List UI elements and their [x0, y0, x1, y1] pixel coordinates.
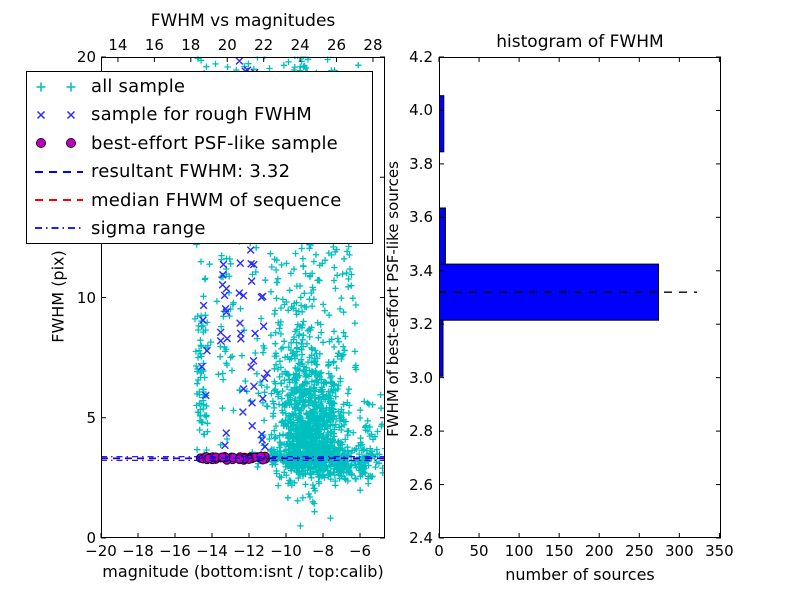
legend-entry-sigma-range: sigma range	[27, 214, 372, 242]
legend-label: sigma range	[91, 217, 206, 239]
legend-label: sample for rough FWHM	[91, 104, 313, 126]
legend-label: all sample	[91, 76, 186, 98]
legend: all sample sample for rough FWHM best-ef…	[26, 71, 373, 244]
legend-entry-resultant-fwhm: resultant FWHM: 3.32	[27, 158, 372, 186]
all-sample-points	[190, 56, 385, 530]
right-plot-area	[439, 95, 697, 377]
legend-entry-psf-sample: best-effort PSF-like sample	[27, 129, 372, 157]
red-dashed-line-icon	[35, 199, 83, 202]
legend-label: median FHWM of sequence	[91, 189, 342, 211]
legend-entry-median-fwhm: median FHWM of sequence	[27, 186, 372, 214]
circle-marker-icon	[36, 138, 76, 149]
blue-dashdot-line-icon	[35, 227, 83, 230]
blue-dashed-line-icon	[35, 170, 83, 173]
legend-entry-rough-fwhm: sample for rough FWHM	[27, 101, 372, 129]
histogram-bar	[439, 95, 445, 153]
histogram-bar	[439, 207, 446, 265]
right-plot-frame	[439, 57, 721, 538]
legend-entry-all-sample: all sample	[27, 72, 372, 100]
legend-label: resultant FWHM: 3.32	[91, 161, 291, 183]
legend-label: best-effort PSF-like sample	[91, 132, 338, 154]
cross-marker-icon	[36, 110, 76, 119]
plus-marker-icon	[36, 82, 76, 92]
